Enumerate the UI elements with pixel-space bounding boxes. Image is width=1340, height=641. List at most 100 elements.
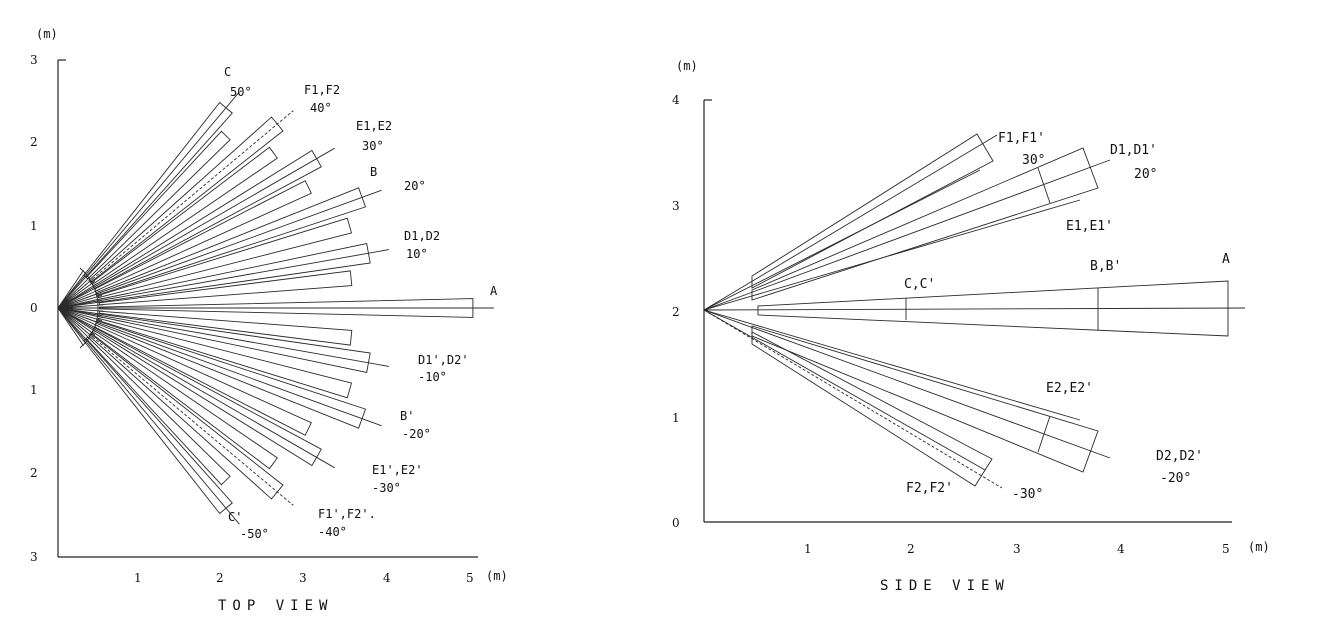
side-view-x-tick: 4	[1117, 542, 1125, 556]
ray-D1pD2p	[57, 307, 390, 367]
top-view-caption: TOP VIEW	[218, 598, 333, 614]
label-BBp: B,B'	[1090, 259, 1121, 274]
beam-Cp-inner	[85, 336, 231, 486]
top-view-x-tick: 1	[134, 571, 142, 585]
fan-ray	[57, 307, 99, 330]
label-F1F2: F1,F2	[304, 83, 340, 97]
ray-B	[57, 189, 382, 309]
label-D1pD2p-angle: -10°	[418, 370, 447, 384]
top-view-y-tick: 3	[30, 550, 38, 564]
side-view-x-tick: 2	[907, 542, 915, 556]
beam-F1pF2p	[88, 333, 284, 500]
ray-E1E2	[57, 147, 335, 309]
top-view-y-tick: 2	[30, 135, 38, 149]
top-view-origin-arc	[79, 267, 99, 349]
fan-ray	[57, 307, 100, 328]
ray-C	[57, 91, 240, 309]
label-C: C	[224, 65, 231, 79]
top-view: (m) 3 2 1 0 1 2 3 1 2 3 4 5 (m) TOP VIEW…	[30, 27, 508, 614]
top-view-x-tick: 4	[383, 571, 391, 585]
label-C-angle: 50°	[230, 85, 252, 99]
beam-F1-ray	[703, 134, 998, 311]
side-view-caption: SIDE VIEW	[880, 578, 1010, 594]
ray-E1pE2p	[57, 307, 335, 469]
label-E1E1p: E1,E1'	[1066, 219, 1113, 234]
ray-F1F2	[57, 110, 294, 309]
fan-ray	[57, 301, 104, 309]
label-D2D2p: D2,D2'	[1156, 449, 1203, 464]
fan-ray	[57, 307, 104, 312]
top-view-beams	[57, 91, 494, 525]
beam-F1F2-inner	[90, 146, 278, 286]
side-view-unit-label: (m)	[676, 59, 698, 73]
label-D1D2: D1,D2	[404, 229, 440, 243]
beam-A-side	[757, 280, 1229, 337]
beam-C-inner	[85, 130, 231, 280]
fan-ray	[57, 278, 94, 309]
beam-D2-cross	[1037, 415, 1051, 453]
top-view-x-unit: (m)	[486, 569, 508, 583]
label-A-side: A	[1222, 252, 1230, 267]
beam-D1-cross	[1037, 167, 1051, 204]
side-view-y-tick: 0	[672, 516, 680, 530]
fan-ray	[57, 307, 102, 325]
side-view-y-tick: 1	[672, 411, 680, 425]
label-F2F2p-angle: -30°	[1012, 487, 1043, 502]
label-Cp: C'	[228, 510, 242, 524]
fan-ray	[57, 307, 104, 315]
fan-ray	[57, 286, 99, 309]
ray-Cp	[57, 307, 240, 525]
fan-ray	[57, 307, 89, 343]
side-view-y-tick: 2	[672, 305, 680, 319]
label-E1pE2p: E1',E2'	[372, 463, 423, 477]
label-E2E2p: E2,E2'	[1046, 381, 1093, 396]
label-A-top: A	[490, 284, 498, 298]
label-F1F1p-angle: 30°	[1022, 153, 1045, 168]
label-F2F2p: F2,F2'	[906, 481, 953, 496]
label-F1F1p: F1,F1'	[998, 131, 1045, 146]
beam-F1-side	[751, 133, 994, 289]
fan-ray	[57, 269, 84, 309]
top-view-y-tick: 1	[30, 219, 38, 233]
side-view-y-tick: 4	[672, 93, 680, 107]
label-Cp-angle: -50°	[240, 527, 269, 541]
ray-F1pF2p	[57, 307, 294, 506]
fan-ray	[57, 307, 94, 338]
label-E1E2: E1,E2	[356, 119, 392, 133]
beam-D2-ray	[703, 309, 1111, 459]
label-D1D2-angle: 10°	[406, 247, 428, 261]
fan-ray	[57, 307, 103, 318]
side-view-x-tick: 1	[804, 542, 812, 556]
label-CCp: C,C'	[904, 277, 935, 292]
beam-D1-side	[751, 147, 1099, 301]
top-view-y-tick: 2	[30, 466, 38, 480]
beam-D1-ray	[703, 159, 1111, 311]
beam-F1-ray-lower	[703, 169, 981, 311]
beam-F2-side	[751, 331, 993, 487]
fan-ray	[57, 307, 84, 347]
beam-F2-ray	[703, 309, 986, 471]
side-view: (m) 4 3 2 1 0 1 2 3 4 5 (m) SIDE VIEW	[672, 59, 1270, 594]
beam-D2-side	[751, 325, 1099, 473]
fan-ray	[57, 307, 92, 341]
label-B-angle: 20°	[404, 179, 426, 193]
label-B: B	[370, 165, 377, 179]
fan-ray	[57, 288, 100, 309]
top-view-x-tick: 5	[466, 571, 474, 585]
side-view-y-tick: 3	[672, 199, 680, 213]
fan-ray	[57, 307, 97, 333]
fan-ray	[57, 283, 97, 309]
beam-E2-ray	[703, 309, 1081, 421]
fan-ray	[57, 273, 89, 309]
side-view-x-tick: 3	[1013, 542, 1021, 556]
side-view-x-unit: (m)	[1248, 540, 1270, 554]
label-F1pF2p: F1',F2'.	[318, 507, 376, 521]
label-E1E2-angle: 30°	[362, 139, 384, 153]
fan-ray	[57, 280, 96, 309]
beam-A-centerline	[703, 307, 1246, 311]
beam-E1-ray	[703, 199, 1081, 311]
beam-Bp	[95, 320, 367, 429]
label-E1pE2p-angle: -30°	[372, 481, 401, 495]
fan-ray	[57, 307, 87, 345]
